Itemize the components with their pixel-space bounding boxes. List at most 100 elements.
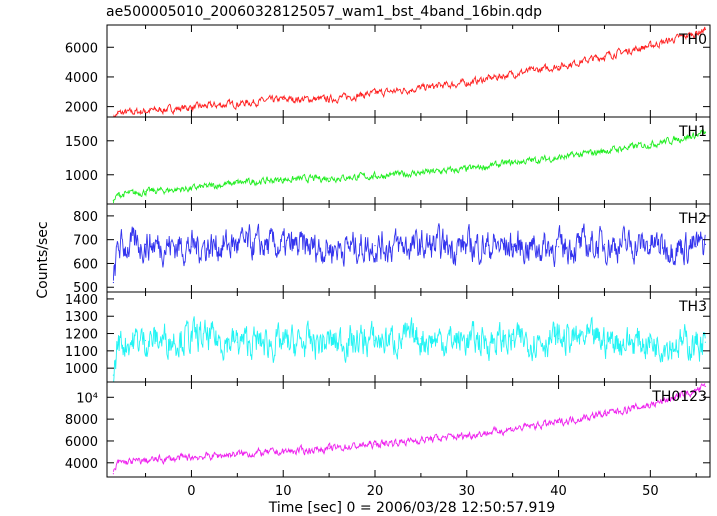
data-point <box>374 245 376 247</box>
x-tick-label: 30 <box>459 484 476 499</box>
data-point <box>420 439 422 441</box>
panel-frame <box>106 116 711 205</box>
panel-label-th3: TH3 <box>678 299 707 315</box>
data-point <box>374 339 376 342</box>
chart-title: ae500005010_20060328125057_wam1_bst_4ban… <box>106 4 542 20</box>
data-point <box>649 245 651 247</box>
data-point <box>603 150 606 152</box>
panel-th3: 1000 1100 1200 1300 1400 TH3 <box>65 291 711 383</box>
data-point <box>328 448 330 450</box>
x-tick-label: 50 <box>642 484 659 499</box>
data-point <box>282 98 284 100</box>
data-point <box>144 191 147 193</box>
panel-label-th1: TH1 <box>678 124 707 140</box>
data-point <box>420 87 422 89</box>
y-tick-label: 1200 <box>65 328 98 343</box>
data-point <box>558 65 560 68</box>
y-tick-label: 500 <box>73 281 98 296</box>
y-tick-label: 4000 <box>65 457 98 472</box>
data-point <box>704 28 707 31</box>
y-axis-label: Counts/sec <box>35 221 51 298</box>
data-point <box>649 45 651 47</box>
data-point <box>282 451 284 453</box>
data-point <box>420 338 422 340</box>
data-point <box>512 246 514 248</box>
data-point <box>512 161 514 164</box>
data-point <box>190 106 192 108</box>
data-point <box>236 341 238 343</box>
x-tick-label: 40 <box>550 484 567 499</box>
x-tick-label: 20 <box>367 484 384 499</box>
data-point <box>117 341 119 343</box>
y-tick-label: 10⁴ <box>76 391 98 406</box>
y-tick-label: 1000 <box>65 362 98 377</box>
series-line-th0123 <box>112 382 706 472</box>
data-point <box>236 453 238 455</box>
data-point <box>558 246 560 248</box>
data-point <box>328 98 330 100</box>
data-point <box>190 187 192 189</box>
panel-label-th2: TH2 <box>678 211 707 227</box>
data-point <box>649 143 651 145</box>
data-point <box>704 385 707 387</box>
data-point <box>603 55 606 57</box>
y-tick-label: 8000 <box>65 413 98 428</box>
y-tick-label: 700 <box>73 234 98 249</box>
data-point <box>704 341 707 343</box>
data-point <box>704 132 707 134</box>
data-point <box>649 404 651 406</box>
data-point <box>190 336 192 338</box>
panel-frame <box>106 381 711 478</box>
data-point <box>112 281 114 284</box>
y-tick-label: 1000 <box>65 169 98 184</box>
data-point <box>466 339 468 342</box>
panel-label-th0: TH0 <box>678 32 707 48</box>
data-point <box>695 134 697 136</box>
data-point <box>512 428 514 430</box>
data-point <box>117 246 119 248</box>
data-point <box>466 434 468 437</box>
data-point <box>695 343 697 345</box>
y-tick-label: 6000 <box>65 435 98 450</box>
data-point <box>236 243 238 245</box>
data-point <box>603 413 606 415</box>
data-point <box>117 194 119 196</box>
y-tick-label: 1300 <box>65 310 98 325</box>
data-point <box>512 73 514 75</box>
data-point <box>603 339 606 342</box>
data-point <box>112 473 114 475</box>
data-point <box>112 374 114 376</box>
data-point <box>558 421 560 423</box>
data-point <box>603 243 606 245</box>
y-tick-label: 1100 <box>65 345 98 360</box>
series-line-th1 <box>112 129 706 204</box>
data-point <box>374 443 376 445</box>
y-tick-label: 800 <box>73 210 98 225</box>
data-point <box>466 245 468 247</box>
panel-th2: 500 600 700 800 TH2 <box>73 203 711 296</box>
data-point <box>190 246 192 248</box>
series-line-th2 <box>112 223 706 281</box>
x-tick-label: 0 <box>187 484 195 499</box>
x-tick-label: 10 <box>275 484 292 499</box>
data-point <box>558 338 560 340</box>
data-point <box>558 157 560 159</box>
data-point <box>282 178 284 181</box>
data-point <box>190 456 192 458</box>
data-point <box>282 343 284 345</box>
data-point <box>236 103 238 105</box>
y-tick-label: 600 <box>73 257 98 272</box>
data-point <box>236 182 238 184</box>
data-point <box>328 177 330 179</box>
y-tick-label: 1400 <box>65 293 98 308</box>
data-point <box>117 112 119 114</box>
data-point <box>144 110 147 112</box>
data-point <box>374 92 376 94</box>
series-line-th0 <box>113 26 706 117</box>
data-point <box>695 246 697 248</box>
data-point <box>420 172 422 174</box>
y-tick-label: 2000 <box>65 101 98 116</box>
data-point <box>112 200 114 202</box>
data-point <box>328 341 330 343</box>
data-point <box>144 339 147 342</box>
